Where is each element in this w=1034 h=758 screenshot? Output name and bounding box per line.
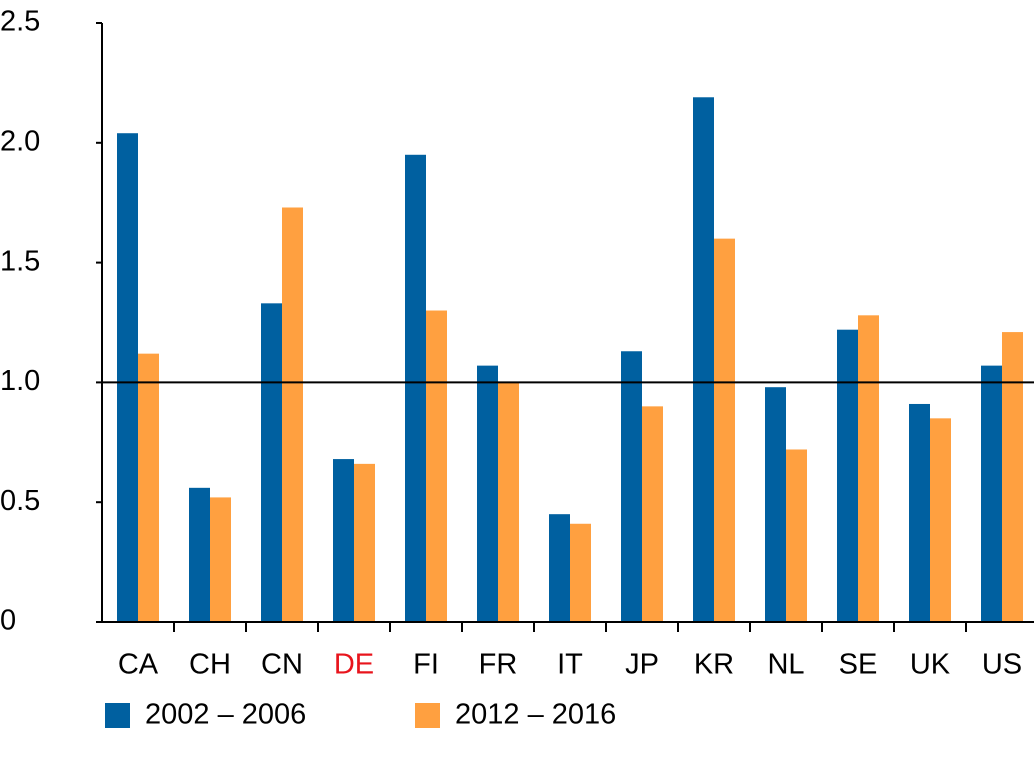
y-tick-label: 0: [0, 605, 16, 637]
x-tick-label: SE: [839, 649, 878, 681]
bar: [189, 487, 210, 622]
y-tick-label: 2.5: [0, 6, 40, 38]
y-tick-label: 1.0: [0, 365, 40, 397]
x-tick-label: CN: [261, 649, 303, 681]
bar: [282, 207, 303, 622]
x-tick-label: JP: [625, 649, 659, 681]
bar: [981, 365, 1002, 622]
y-tick-label: 0.5: [0, 485, 40, 517]
y-tick-label: 1.5: [0, 245, 40, 277]
bar: [909, 403, 930, 622]
x-tick-label: KR: [694, 649, 734, 681]
bar: [261, 303, 282, 622]
bar: [549, 514, 570, 622]
bar: [858, 315, 879, 622]
x-tick-label: FI: [413, 649, 439, 681]
x-tick-label: CH: [189, 649, 231, 681]
y-tick-label: 2.0: [0, 125, 40, 157]
bar: [786, 449, 807, 622]
bar: [837, 329, 858, 622]
bar: [570, 523, 591, 622]
bar: [693, 97, 714, 622]
bar: [621, 351, 642, 622]
legend-label: 2002 – 2006: [145, 699, 306, 731]
bar: [765, 387, 786, 622]
bar: [138, 353, 159, 622]
x-tick-label: CA: [118, 649, 159, 681]
legend-label: 2012 – 2016: [455, 699, 616, 731]
x-tick-label: DE: [334, 649, 374, 681]
x-tick-label: UK: [910, 649, 951, 681]
bar: [930, 418, 951, 622]
bar: [210, 497, 231, 622]
bar: [498, 382, 519, 622]
bar: [426, 310, 447, 622]
bar: [642, 406, 663, 622]
bar: [333, 459, 354, 622]
x-tick-label: US: [982, 649, 1022, 681]
bar: [405, 154, 426, 622]
bar: [714, 238, 735, 622]
legend-swatch: [105, 703, 130, 728]
bar: [354, 463, 375, 622]
legend-swatch: [415, 703, 440, 728]
bar: [477, 365, 498, 622]
x-tick-label: IT: [557, 649, 583, 681]
bar: [1002, 332, 1023, 622]
bar: [117, 133, 138, 622]
x-tick-label: NL: [767, 649, 804, 681]
x-tick-label: FR: [479, 649, 518, 681]
